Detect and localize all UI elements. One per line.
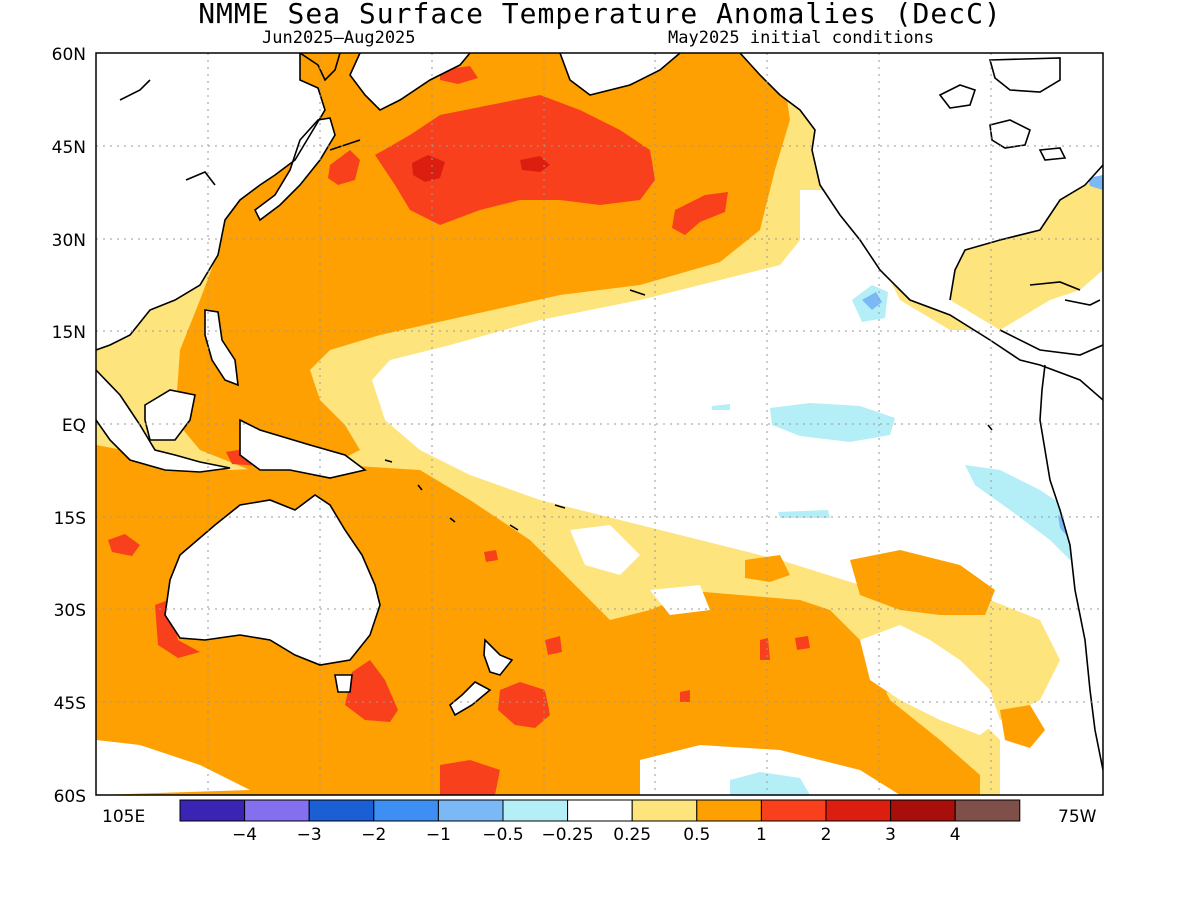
- cool-equatorial: [770, 403, 895, 442]
- colorbar-label: −3: [297, 825, 322, 845]
- land-tasmania: [335, 675, 352, 692]
- orange-se-blob-3: [1000, 705, 1045, 748]
- coast-north-america: [739, 53, 1103, 401]
- colorbar-swatch: [308, 799, 375, 822]
- colorbar-label: 2: [821, 825, 832, 845]
- orange-se-blob-4: [745, 555, 790, 582]
- coast-north-america-east: [949, 164, 1103, 356]
- map-frame: [95, 52, 1104, 796]
- coast-kamchatka: [299, 53, 341, 82]
- colorbar-swatch: [631, 799, 698, 822]
- colorbar-swatch: [890, 799, 956, 822]
- land-south-america: [1040, 365, 1103, 770]
- colorbar-swatch: [437, 799, 504, 822]
- colorbar-label: 3: [885, 825, 896, 845]
- cooler-mexico: [862, 292, 882, 310]
- colorbar-swatch: [954, 799, 1021, 822]
- latitude-labels: 60N 45N 30N 15N EQ 15S 30S 45S 60S: [52, 45, 86, 807]
- initial-conditions: May2025 initial conditions: [668, 28, 935, 48]
- colorbar-label: 0.25: [613, 825, 651, 845]
- map-title: NMME Sea Surface Temperature Anomalies (…: [198, 0, 1002, 30]
- coast-hudson: [938, 57, 1061, 109]
- coast-nz: [449, 638, 514, 717]
- neutral-southern-3: [640, 745, 900, 795]
- coast-sumatra-java: [96, 369, 231, 473]
- colorbar-label: −0.25: [542, 825, 594, 845]
- lat-label: 30N: [52, 231, 86, 251]
- coast-kuril: [329, 139, 361, 151]
- coast-sakhalin: [119, 79, 216, 186]
- red-nz-east: [498, 682, 550, 728]
- orange-se-blob-1: [850, 550, 995, 615]
- cool-peru: [965, 465, 1100, 590]
- colorbar-swatch: [567, 799, 633, 822]
- lat-label: 15S: [54, 509, 86, 529]
- land-australia: [165, 495, 380, 665]
- coast-asia: [96, 53, 326, 351]
- colorbar-swatch: [373, 799, 439, 822]
- red-north-pacific-east: [672, 192, 728, 235]
- colorbar-label: −1: [426, 825, 451, 845]
- red-tasman: [345, 660, 398, 722]
- red-north-pacific: [375, 95, 655, 225]
- land-japan: [255, 118, 335, 220]
- coast-new-guinea: [239, 418, 367, 479]
- neutral-southern-2: [96, 740, 250, 795]
- colorbar-label: −2: [361, 825, 386, 845]
- lon-label-east: 75W: [1058, 807, 1097, 827]
- coast-alaska-siberia: [349, 53, 681, 111]
- coast-caribbean: [1029, 281, 1101, 306]
- colorbar-swatch: [179, 799, 246, 822]
- land-nz: [450, 640, 512, 715]
- colorbar-label: 4: [950, 825, 961, 845]
- lat-label: EQ: [62, 416, 86, 436]
- coastlines: [96, 53, 1103, 771]
- colorbar-label: −0.5: [482, 825, 523, 845]
- lat-label: 45S: [54, 694, 86, 714]
- colorbar-label: 1: [756, 825, 767, 845]
- red-japan-sea: [328, 150, 360, 185]
- land-north-america: [740, 53, 1103, 400]
- lat-label: 30S: [54, 601, 86, 621]
- colorbar: −4 −3 −2 −1 −0.5 −0.25 0.25 0.5 1 2 3 4: [179, 799, 1021, 845]
- colorbar-label: −4: [232, 825, 257, 845]
- neutral-southern-1: [860, 625, 1000, 735]
- coast-philippines: [204, 309, 239, 387]
- colorbar-swatch: [825, 799, 892, 822]
- land-philippines: [205, 310, 238, 385]
- lat-label: 15N: [52, 323, 86, 343]
- red-indian-w: [108, 534, 140, 556]
- red-southern: [440, 760, 500, 795]
- gridlines: [96, 53, 1103, 795]
- cooler-gulf-stream: [1088, 175, 1103, 190]
- lat-label: 45N: [52, 138, 86, 158]
- coast-islands: [384, 289, 993, 531]
- colorbar-swatch: [502, 799, 569, 822]
- coast-borneo: [144, 389, 196, 441]
- anomaly-field: [96, 53, 1103, 795]
- darkred-north-pacific-2: [520, 156, 550, 172]
- colorbar-swatch: [696, 799, 762, 822]
- coast-tasmania: [334, 674, 353, 693]
- land-asia: [96, 53, 325, 350]
- land-indonesia: [96, 370, 365, 478]
- lon-label-west: 105E: [102, 807, 145, 827]
- lat-label: 60S: [54, 787, 86, 807]
- darkred-north-pacific-1: [412, 155, 445, 182]
- forecast-period: Jun2025—Aug2025: [262, 28, 416, 48]
- colorbar-swatch: [244, 799, 310, 822]
- coast-south-america: [1039, 364, 1103, 771]
- neutral-sp-holes: [570, 525, 710, 615]
- lat-label: 60N: [52, 45, 86, 65]
- colorbar-swatch: [760, 799, 827, 822]
- cool-southern: [730, 772, 810, 795]
- colorbar-label: 0.5: [683, 825, 710, 845]
- coast-japan: [253, 117, 336, 222]
- coast-australia: [164, 494, 381, 666]
- coast-great-lakes: [989, 119, 1067, 161]
